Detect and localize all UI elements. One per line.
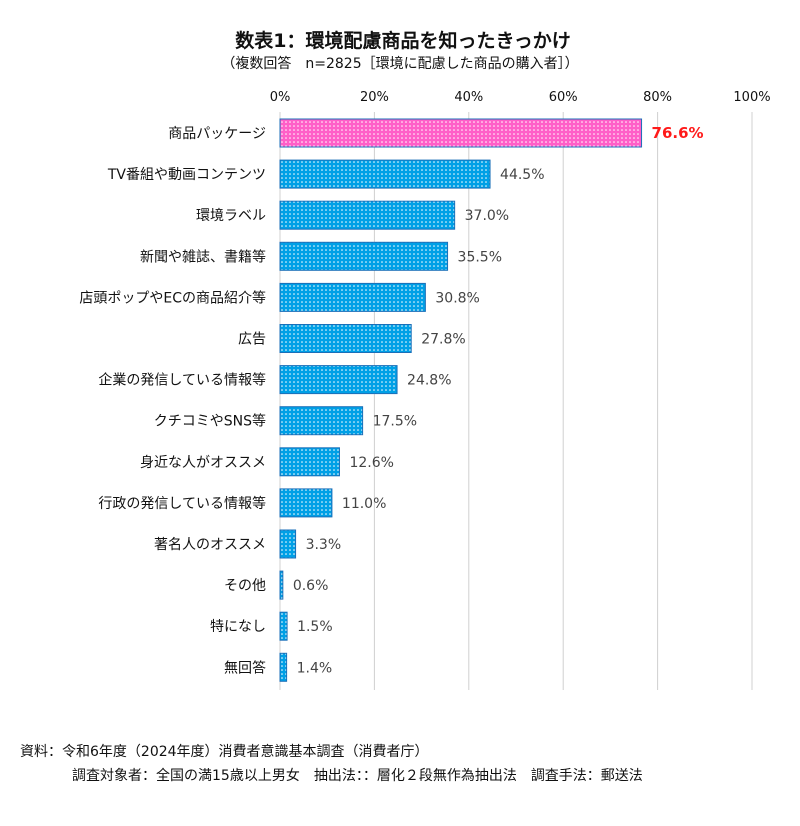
category-label: 著名人のオススメ — [154, 537, 266, 553]
category-label: 身近な人がオススメ — [140, 455, 266, 471]
chart-subtitle: （複数回答 n=2825［環境に配慮した商品の購入者］） — [221, 56, 579, 72]
data-label: 1.4% — [297, 660, 333, 676]
category-label: 企業の発信している情報等 — [98, 372, 266, 389]
category-label: 新聞や雑誌、書籍等 — [140, 248, 266, 265]
data-label: 37.0% — [465, 208, 509, 224]
data-label: 30.8% — [435, 290, 479, 306]
bar — [279, 159, 491, 189]
category-label: 店頭ポップやECの商品紹介等 — [79, 289, 266, 306]
bar — [279, 406, 364, 436]
data-label: 1.5% — [297, 619, 333, 635]
x-tick-label: 60% — [549, 90, 578, 105]
x-tick-label: 40% — [454, 90, 483, 105]
bar — [279, 570, 284, 600]
data-label: 3.3% — [306, 537, 342, 553]
bar — [279, 529, 297, 559]
category-label: 環境ラベル — [196, 208, 266, 224]
data-label: 35.5% — [458, 249, 502, 265]
category-label: 商品パッケージ — [168, 126, 266, 142]
category-label: 特になし — [210, 619, 266, 635]
category-label: クチコミやSNS等 — [154, 413, 266, 430]
category-label: TV番組や動画コンテンツ — [107, 167, 266, 183]
data-label: 44.5% — [500, 167, 544, 183]
data-label: 12.6% — [349, 455, 393, 471]
bar — [279, 241, 449, 271]
bar — [279, 488, 333, 518]
category-label: 行政の発信している情報等 — [98, 495, 266, 512]
bar — [279, 282, 426, 312]
survey-note: 調査対象者：全国の満15歳以上男女 抽出法：：層化２段無作為抽出法 調査手法：郵… — [72, 768, 643, 784]
bar — [279, 324, 412, 353]
bar — [279, 652, 288, 682]
data-label: 17.5% — [373, 414, 417, 430]
bar — [279, 118, 643, 148]
category-label: 広告 — [238, 332, 266, 348]
data-label: 27.8% — [421, 332, 465, 348]
source-note: 資料：令和6年度（2024年度）消費者意識基本調査（消費者庁） — [20, 744, 429, 760]
x-tick-label: 20% — [360, 90, 389, 105]
data-label: 24.8% — [407, 373, 451, 389]
chart-title: 数表1：環境配慮商品を知ったきっかけ — [235, 30, 571, 52]
bar — [279, 611, 288, 641]
data-label: 11.0% — [342, 496, 386, 512]
bar — [279, 447, 340, 477]
bar — [279, 365, 398, 395]
x-tick-label: 80% — [643, 90, 672, 105]
data-label: 0.6% — [293, 578, 329, 594]
x-tick-label: 0% — [270, 90, 291, 105]
category-label: その他 — [224, 578, 266, 594]
bar — [279, 200, 456, 230]
x-tick-label: 100% — [733, 90, 770, 105]
data-label: 76.6% — [652, 124, 704, 142]
category-label: 無回答 — [224, 659, 266, 676]
